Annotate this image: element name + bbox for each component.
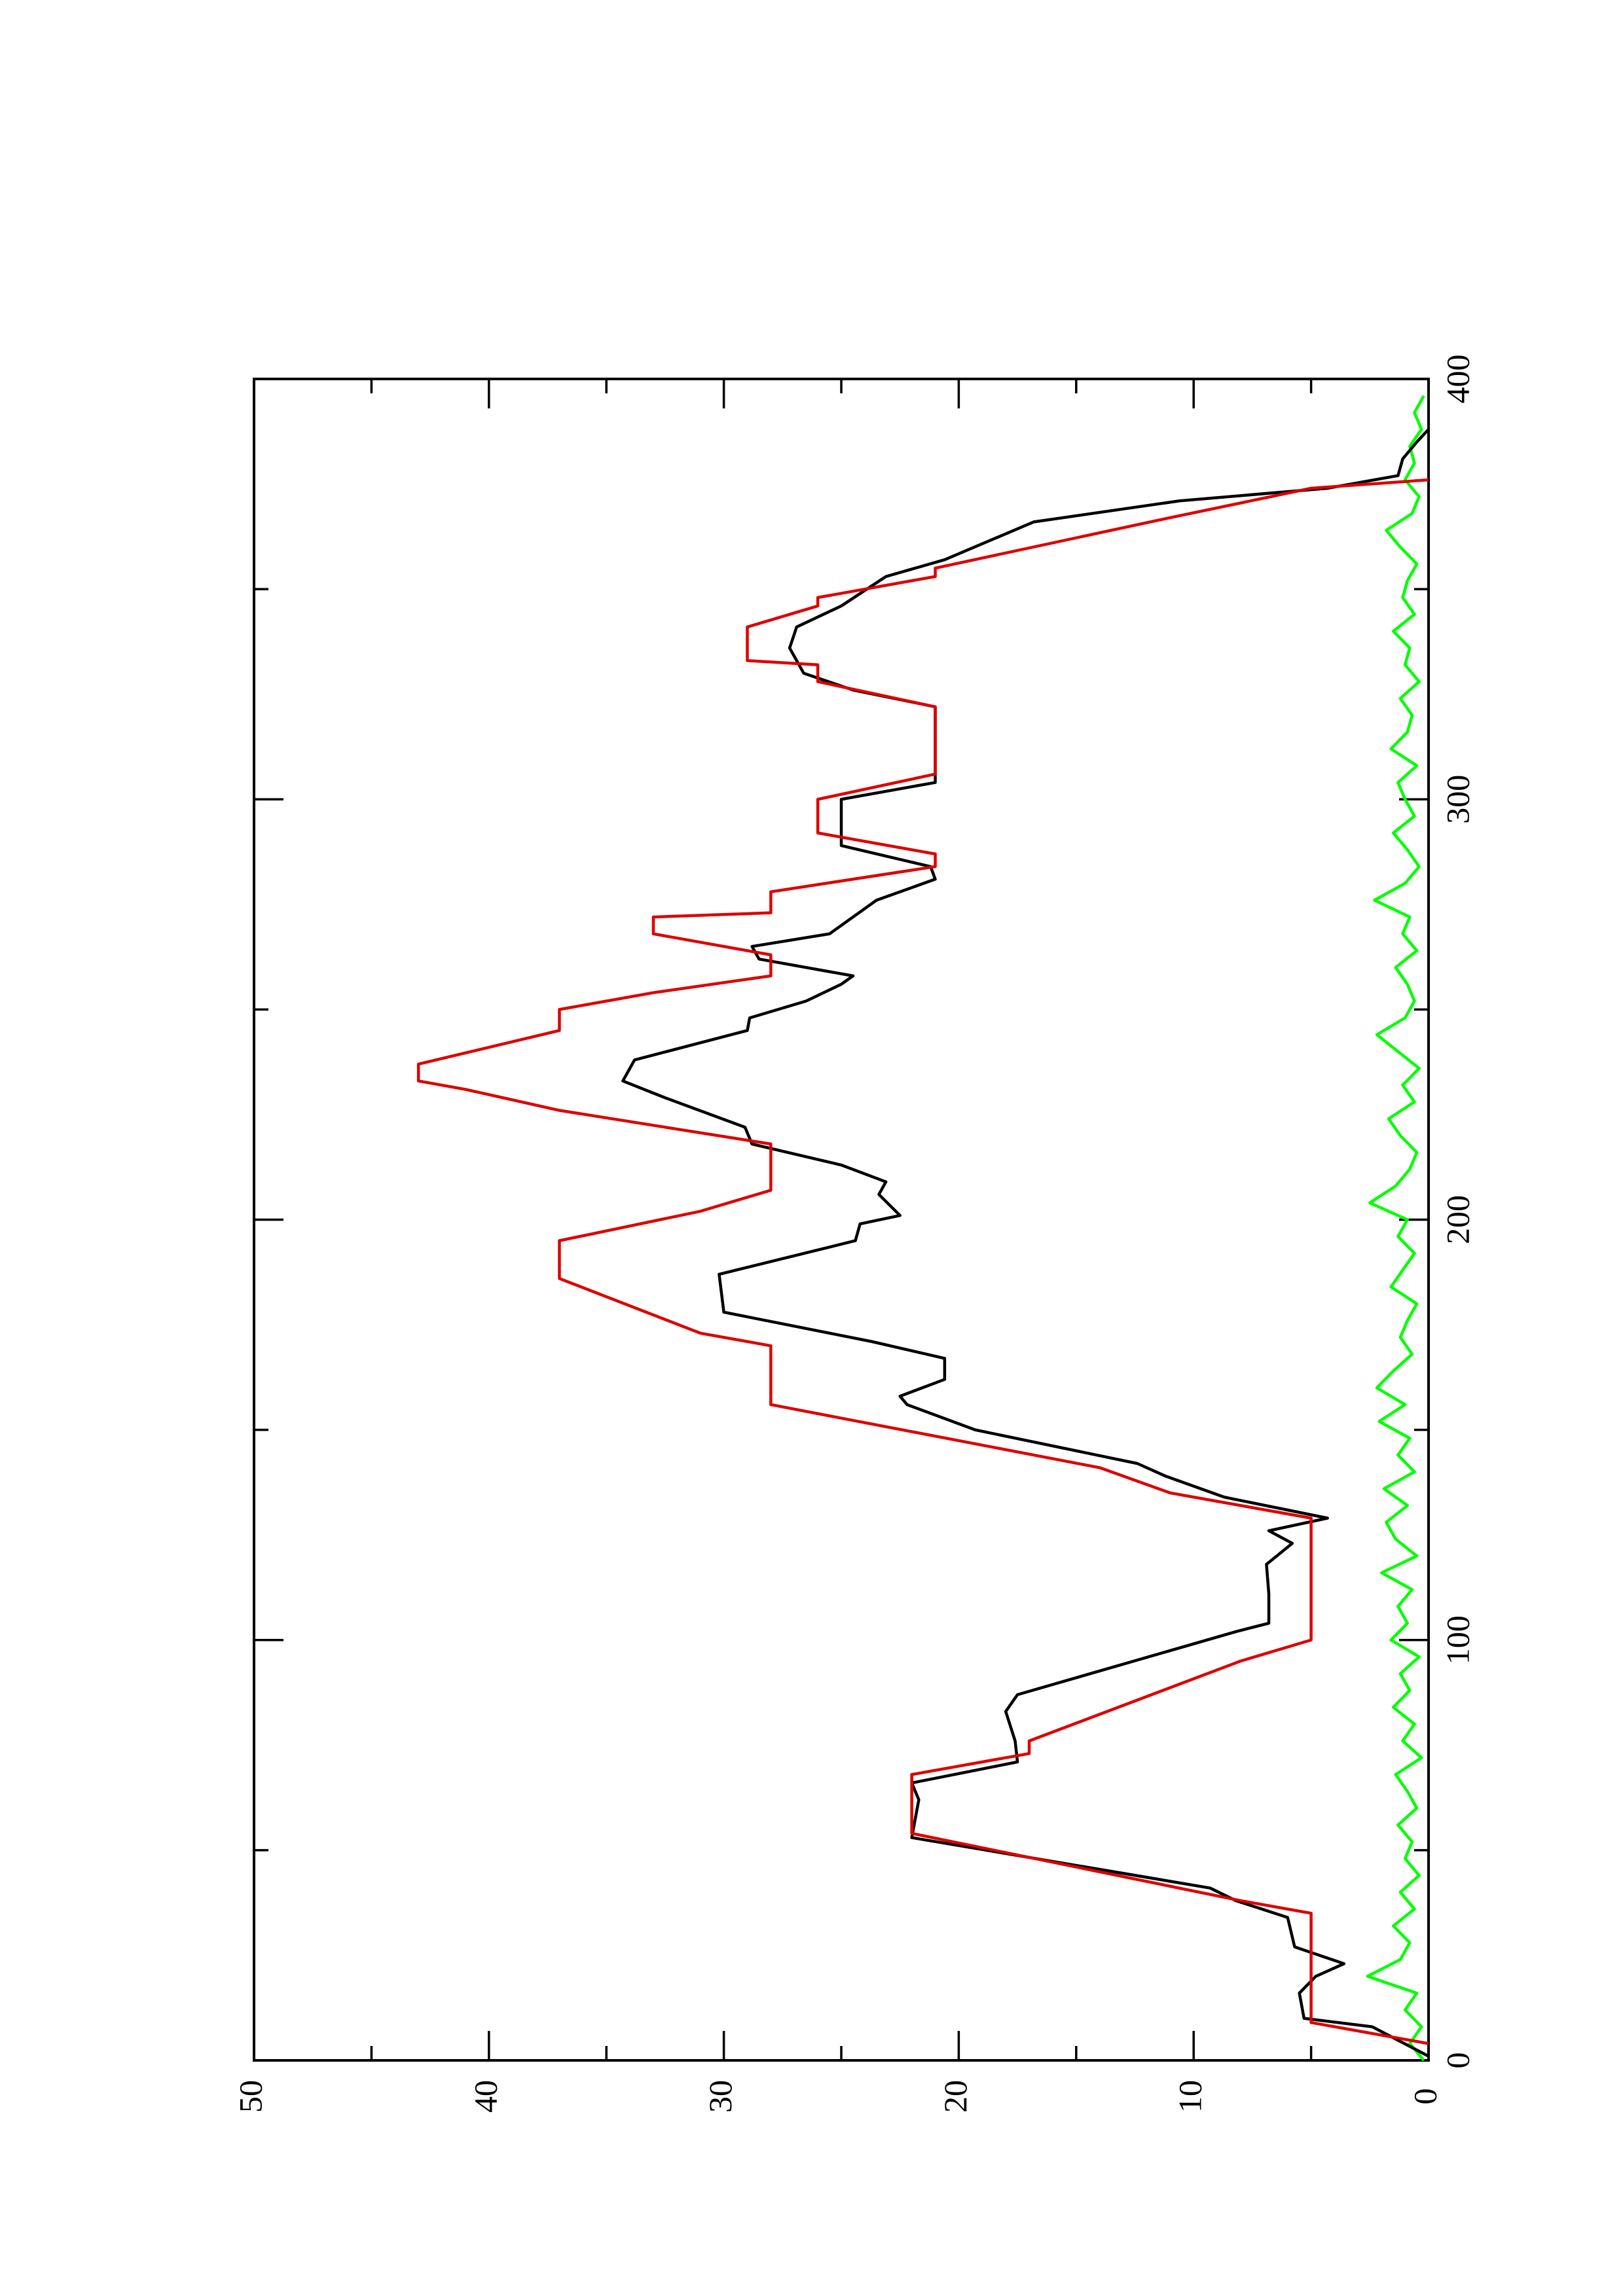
- series-line: [416, 478, 1429, 2045]
- x-tick-label: 300: [1439, 775, 1476, 824]
- series-line: [1366, 395, 1425, 2062]
- y-tick-label: 40: [467, 2080, 503, 2113]
- x-tick-label: 0: [1439, 2053, 1476, 2069]
- y-tick-label: 30: [702, 2080, 739, 2113]
- plot-frame: [253, 378, 1430, 2062]
- y-tick-label: 20: [937, 2080, 974, 2113]
- x-tick-label: 400: [1439, 355, 1476, 404]
- x-tick-label: 200: [1439, 1195, 1476, 1244]
- series-line: [621, 428, 1430, 2058]
- y-tick-label: 10: [1172, 2080, 1209, 2113]
- x-tick-label: 100: [1439, 1615, 1476, 1664]
- y-tick-label: 0: [1406, 2089, 1443, 2105]
- y-tick-label: 50: [232, 2080, 268, 2113]
